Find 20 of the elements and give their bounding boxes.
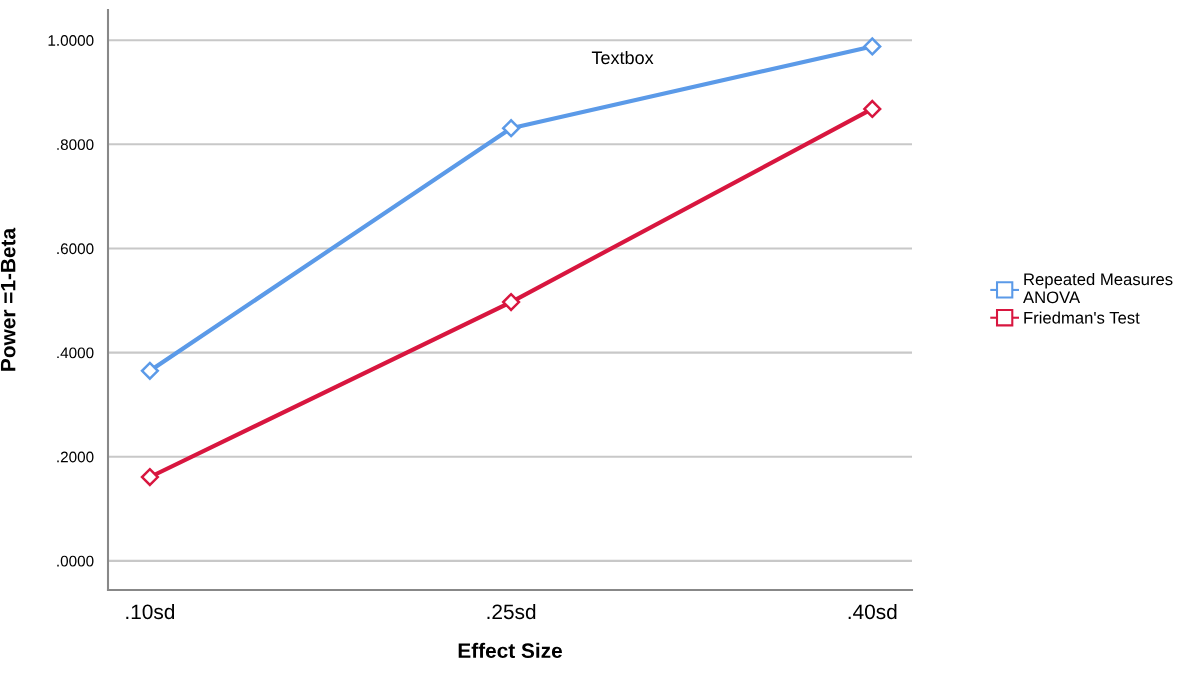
point bbox=[501, 292, 521, 312]
y-tick-label: .0000 bbox=[57, 555, 94, 567]
legend-label: Friedman's Test bbox=[1024, 311, 1140, 324]
legend-label: Repeated Measures ANOVA bbox=[1023, 272, 1173, 304]
y-tick-label: .4000 bbox=[57, 347, 94, 359]
y-tick-label: .2000 bbox=[57, 451, 94, 463]
point bbox=[501, 119, 521, 138]
x-tick-label: .10sd bbox=[126, 603, 175, 620]
point bbox=[863, 37, 882, 56]
x-axis-title: Effect Size bbox=[458, 642, 562, 659]
y-tick-label: 1.0000 bbox=[48, 35, 94, 46]
y-tick-label: .8000 bbox=[57, 139, 94, 151]
y-tick-label: .6000 bbox=[57, 243, 94, 255]
x-tick-label: .25sd bbox=[487, 603, 536, 620]
y-axis-title: Power =1-Beta bbox=[0, 227, 16, 371]
x-tick-label: .40sd bbox=[848, 603, 897, 620]
point bbox=[140, 361, 159, 380]
point bbox=[863, 99, 882, 119]
annotation: Textbox bbox=[591, 50, 654, 65]
point bbox=[140, 467, 159, 487]
